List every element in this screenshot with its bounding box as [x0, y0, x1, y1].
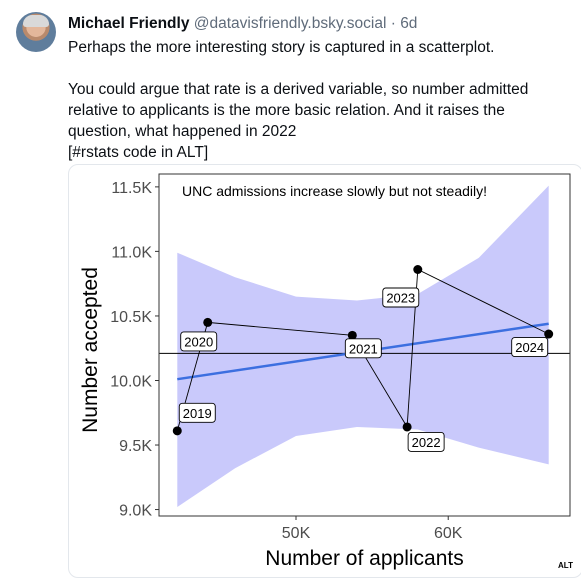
data-point-2022	[402, 422, 412, 432]
alt-badge[interactable]: ALT	[555, 560, 576, 571]
y-axis-label: Number accepted	[79, 267, 102, 433]
year-label-box	[178, 402, 216, 423]
year-label: 2022	[412, 435, 441, 450]
plot-panel-border	[158, 173, 571, 517]
embedded-image[interactable]: 2019 2020 2021 2022 2023 2024 UNC admissions i…	[68, 164, 581, 578]
year-label: 2024	[515, 340, 544, 355]
year-label: 2020	[184, 334, 213, 349]
avatar[interactable]	[16, 12, 56, 52]
year-label: 2023	[386, 291, 415, 306]
paragraph-gap	[68, 58, 568, 79]
chart-title: UNC admissions increase slowly but not s…	[182, 183, 487, 199]
author-handle[interactable]: @datavisfriendly.bsky.social	[193, 15, 387, 32]
year-label: 2021	[349, 341, 378, 356]
x-tick-label: 50K	[282, 525, 311, 542]
y-tick-label: 9.5K	[119, 438, 152, 455]
post-timestamp[interactable]: 6d	[400, 15, 418, 32]
post-paragraph: Perhaps the more interesting story is ca…	[68, 39, 495, 56]
post-paragraph: [#rstats code in ALT]	[68, 144, 209, 161]
x-tick-label: 60K	[434, 525, 463, 542]
scatterplot-chart: 2019 2020 2021 2022 2023 2024 UNC admissions i…	[79, 173, 571, 570]
data-point-2019	[172, 426, 182, 436]
post-paragraph: You could argue that rate is a derived v…	[68, 81, 529, 140]
year-label-box	[382, 287, 420, 308]
data-point-2023	[413, 265, 423, 275]
y-tick-label: 11.0K	[111, 244, 152, 261]
data-point-2020	[203, 317, 213, 327]
y-tick-label: 11.5K	[111, 180, 152, 197]
year-label: 2019	[183, 406, 212, 421]
post-header: Michael Friendly @datavisfriendly.bsky.s…	[68, 14, 417, 34]
y-tick-label: 10.5K	[110, 309, 152, 326]
header-separator: ·	[390, 15, 396, 32]
y-tick-label: 10.0K	[110, 373, 152, 390]
post-text: Perhaps the more interesting story is ca…	[68, 37, 568, 163]
x-axis-label: Number of applicants	[265, 547, 463, 570]
data-point-2024	[544, 329, 554, 339]
year-label-box	[180, 331, 218, 352]
data-point-2021	[347, 330, 357, 340]
year-label-box	[344, 338, 382, 359]
author-name[interactable]: Michael Friendly	[68, 15, 190, 32]
year-label-box	[407, 432, 445, 452]
year-label-box	[511, 337, 549, 357]
y-tick-label: 9.0K	[119, 503, 152, 520]
